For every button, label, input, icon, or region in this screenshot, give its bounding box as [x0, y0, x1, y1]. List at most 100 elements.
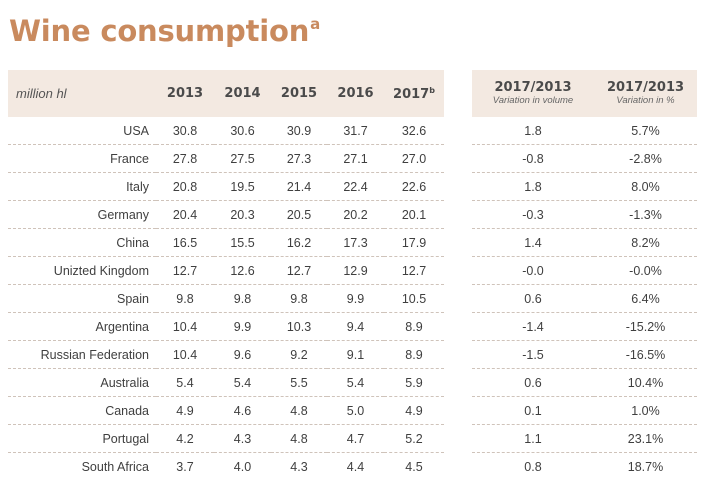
table-row: 1.1 23.1%	[472, 424, 697, 453]
value-cell: 15.5	[214, 228, 271, 257]
variation-volume-cell: 1.1	[472, 424, 594, 453]
year-header: 2014	[214, 70, 271, 117]
table-row: Spain 9.8 9.8 9.8 9.9 10.5	[8, 284, 444, 313]
value-cell: 4.8	[271, 396, 327, 425]
table-row: -0.8 -2.8%	[472, 144, 697, 173]
variation-percent-cell: 8.0%	[594, 172, 697, 201]
table-row: 1.8 8.0%	[472, 172, 697, 201]
value-cell: 20.2	[327, 200, 384, 229]
value-cell: 31.7	[327, 117, 384, 145]
year-header: 2017b	[384, 70, 444, 117]
table-row: -0.0 -0.0%	[472, 256, 697, 285]
value-cell: 20.4	[156, 200, 214, 229]
variation-volume-cell: 0.6	[472, 368, 594, 397]
country-cell: China	[8, 228, 156, 257]
consumption-header-row: million hl 2013 2014 2015 2016 2017b	[8, 70, 444, 117]
consumption-table: million hl 2013 2014 2015 2016 2017b USA…	[8, 70, 444, 480]
table-row: Italy 20.8 19.5 21.4 22.4 22.6	[8, 172, 444, 201]
country-cell: USA	[8, 117, 156, 145]
value-cell: 12.7	[384, 256, 444, 285]
unit-header: million hl	[8, 70, 156, 117]
value-cell: 20.8	[156, 172, 214, 201]
value-cell: 8.9	[384, 340, 444, 369]
table-row: 1.4 8.2%	[472, 228, 697, 257]
variation-percent-cell: -1.3%	[594, 200, 697, 229]
value-cell: 5.5	[271, 368, 327, 397]
value-cell: 12.7	[271, 256, 327, 285]
value-cell: 4.2	[156, 424, 214, 453]
variation-volume-cell: 1.8	[472, 117, 594, 145]
variation-percent-cell: 8.2%	[594, 228, 697, 257]
variation-percent-cell: 6.4%	[594, 284, 697, 313]
country-cell: Italy	[8, 172, 156, 201]
variation-percent-cell: -15.2%	[594, 312, 697, 341]
value-cell: 32.6	[384, 117, 444, 145]
value-cell: 4.8	[271, 424, 327, 453]
value-cell: 10.3	[271, 312, 327, 341]
year-header: 2016	[327, 70, 384, 117]
variation-volume-cell: 1.8	[472, 172, 594, 201]
value-cell: 17.3	[327, 228, 384, 257]
value-cell: 3.7	[176, 459, 194, 474]
value-cell: 9.4	[327, 312, 384, 341]
value-cell: 17.9	[384, 228, 444, 257]
value-cell: 4.4	[346, 459, 365, 474]
value-cell: 5.9	[384, 368, 444, 397]
table-row: -1.5 -16.5%	[472, 340, 697, 369]
value-cell: 27.0	[384, 144, 444, 173]
country-cell: Argentina	[8, 312, 156, 341]
value-cell: 16.5	[156, 228, 214, 257]
country-cell: Canada	[8, 396, 156, 425]
value-cell: 4.3	[214, 424, 271, 453]
year-header: 2013	[156, 70, 214, 117]
value-cell: 21.4	[271, 172, 327, 201]
table-row: 1.8 5.7%	[472, 117, 697, 145]
variation-percent-cell: 23.1%	[594, 424, 697, 453]
value-cell: 22.6	[384, 172, 444, 201]
value-cell: 8.9	[384, 312, 444, 341]
value-cell: 20.1	[384, 200, 444, 229]
value-cell: 27.3	[271, 144, 327, 173]
value-cell: 30.6	[214, 117, 271, 145]
value-cell: 10.5	[384, 284, 444, 313]
table-row: 0.6 10.4%	[472, 368, 697, 397]
table-row: Argentina 10.4 9.9 10.3 9.4 8.9	[8, 312, 444, 341]
variation-table: 2017/2013 Variation in volume 2017/2013 …	[472, 70, 697, 480]
value-cell: 30.8	[156, 117, 214, 145]
value-cell: 9.9	[327, 284, 384, 313]
country-cell: Unizted Kingdom	[8, 256, 156, 285]
value-cell: 4.5	[405, 459, 423, 474]
variation-volume-cell: 0.1	[472, 396, 594, 425]
year-header: 2015	[271, 70, 327, 117]
value-cell: 12.7	[156, 256, 214, 285]
value-cell: 5.0	[327, 396, 384, 425]
table-row: Germany 20.4 20.3 20.5 20.2 20.1	[8, 200, 444, 229]
page-title: Wine consumptiona	[9, 14, 321, 48]
value-cell: 4.9	[384, 396, 444, 425]
value-cell: 4.0	[233, 459, 252, 474]
table-row: 0.8 18.7%	[472, 453, 697, 481]
variation-percent-cell: 5.7%	[594, 117, 697, 145]
value-cell: 30.9	[271, 117, 327, 145]
year-footnote-marker: b	[429, 85, 435, 95]
variation-percent-cell: -0.0%	[594, 256, 697, 285]
table-row: 0.6 6.4%	[472, 284, 697, 313]
variation-volume-cell: -0.3	[472, 200, 594, 229]
table-row: Canada 4.9 4.6 4.8 5.0 4.9	[8, 396, 444, 425]
value-cell: 5.2	[384, 424, 444, 453]
country-cell: Germany	[8, 200, 156, 229]
table-row: Portugal 4.2 4.3 4.8 4.7 5.2	[8, 424, 444, 453]
value-cell: 9.6	[214, 340, 271, 369]
variation-percent-cell: 10.4%	[594, 368, 697, 397]
variation-volume-header: 2017/2013 Variation in volume	[472, 70, 594, 117]
value-cell: 9.8	[214, 284, 271, 313]
value-cell: 20.3	[214, 200, 271, 229]
table-row: Unizted Kingdom 12.7 12.6 12.7 12.9 12.7	[8, 256, 444, 285]
country-cell: Australia	[8, 368, 156, 397]
value-cell: 5.4	[214, 368, 271, 397]
table-row: Russian Federation 10.4 9.6 9.2 9.1 8.9	[8, 340, 444, 369]
value-cell: 4.3	[290, 459, 308, 474]
value-cell: 10.4	[156, 312, 214, 341]
variation-volume-cell: -1.5	[472, 340, 594, 369]
table-row: 0.1 1.0%	[472, 396, 697, 425]
